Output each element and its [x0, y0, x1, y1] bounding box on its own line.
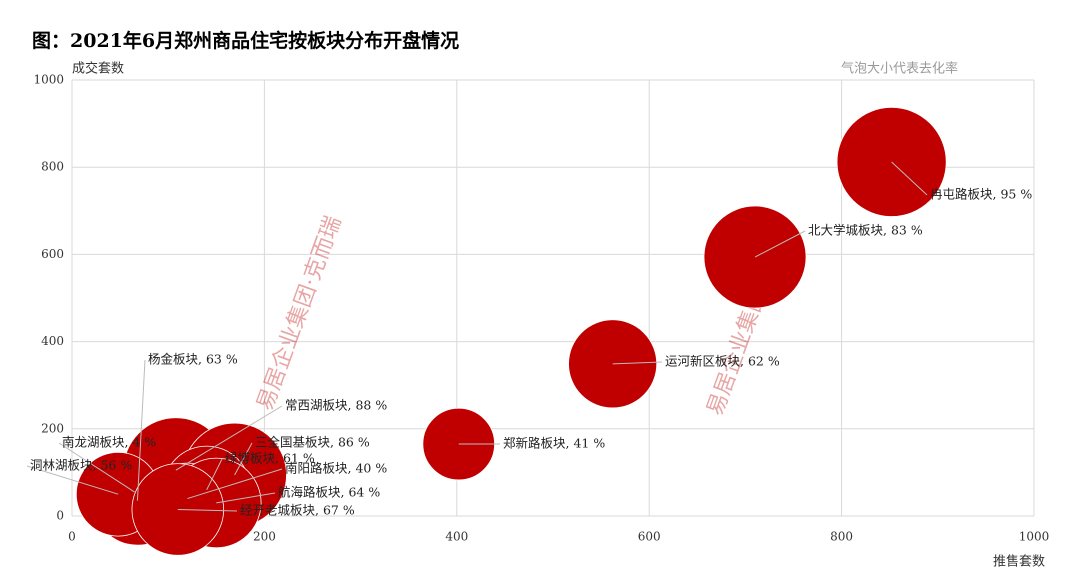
leader-line	[754, 230, 806, 258]
data-label: 南龙湖板块, 4 %	[62, 435, 156, 450]
leader-line	[612, 361, 663, 365]
leader-line	[891, 161, 928, 196]
data-label: 运河新区板块, 62 %	[665, 354, 780, 369]
watermark: 易居企业集团·克而瑞	[253, 213, 347, 414]
data-label: 南阳路板块, 40 %	[285, 461, 387, 476]
chart-title: 图：2021年6月郑州商品住宅按板块分布开盘情况	[32, 29, 459, 52]
x-tick-label: 1000	[1019, 530, 1050, 544]
leader-line	[175, 405, 283, 471]
y-tick-label: 200	[41, 421, 64, 435]
y-tick-label: 600	[41, 247, 64, 261]
x-tick-label: 800	[830, 530, 853, 544]
leader-line	[206, 458, 223, 491]
leader-line	[216, 492, 276, 504]
x-tick-label: 200	[253, 530, 276, 544]
data-label: 绿博板块, 61 %	[225, 451, 315, 466]
data-label: 经开老城板块, 67 %	[240, 503, 355, 518]
leader-line	[26, 465, 119, 495]
x-axis-label: 推售套数	[993, 554, 1045, 570]
leader-line	[187, 468, 283, 500]
data-label: 洞林湖板块, 56 %	[30, 458, 132, 473]
data-label: 北大学城板块, 83 %	[808, 223, 923, 238]
data-label: 郑新路板块, 41 %	[503, 436, 605, 451]
leader-line	[136, 359, 146, 501]
x-tick-label: 0	[68, 530, 76, 544]
leader-line	[234, 442, 253, 476]
data-label: 常西湖板块, 88 %	[285, 398, 387, 413]
y-tick-label: 1000	[33, 73, 64, 87]
data-label: 冉屯路板块, 95 %	[930, 187, 1032, 202]
data-label: 航海路板块, 64 %	[278, 485, 380, 500]
x-tick-label: 400	[445, 530, 468, 544]
data-label: 三全国基板块, 86 %	[255, 435, 370, 450]
y-axis-label: 成交套数	[72, 61, 124, 77]
y-tick-label: 800	[41, 160, 64, 174]
y-tick-label: 400	[41, 334, 64, 348]
y-tick-label: 0	[56, 509, 64, 523]
data-label: 杨金板块, 63 %	[148, 352, 238, 367]
leader-line	[177, 508, 238, 512]
x-tick-label: 600	[638, 530, 661, 544]
note: 气泡大小代表去化率	[841, 61, 958, 77]
leader-line	[58, 442, 135, 493]
